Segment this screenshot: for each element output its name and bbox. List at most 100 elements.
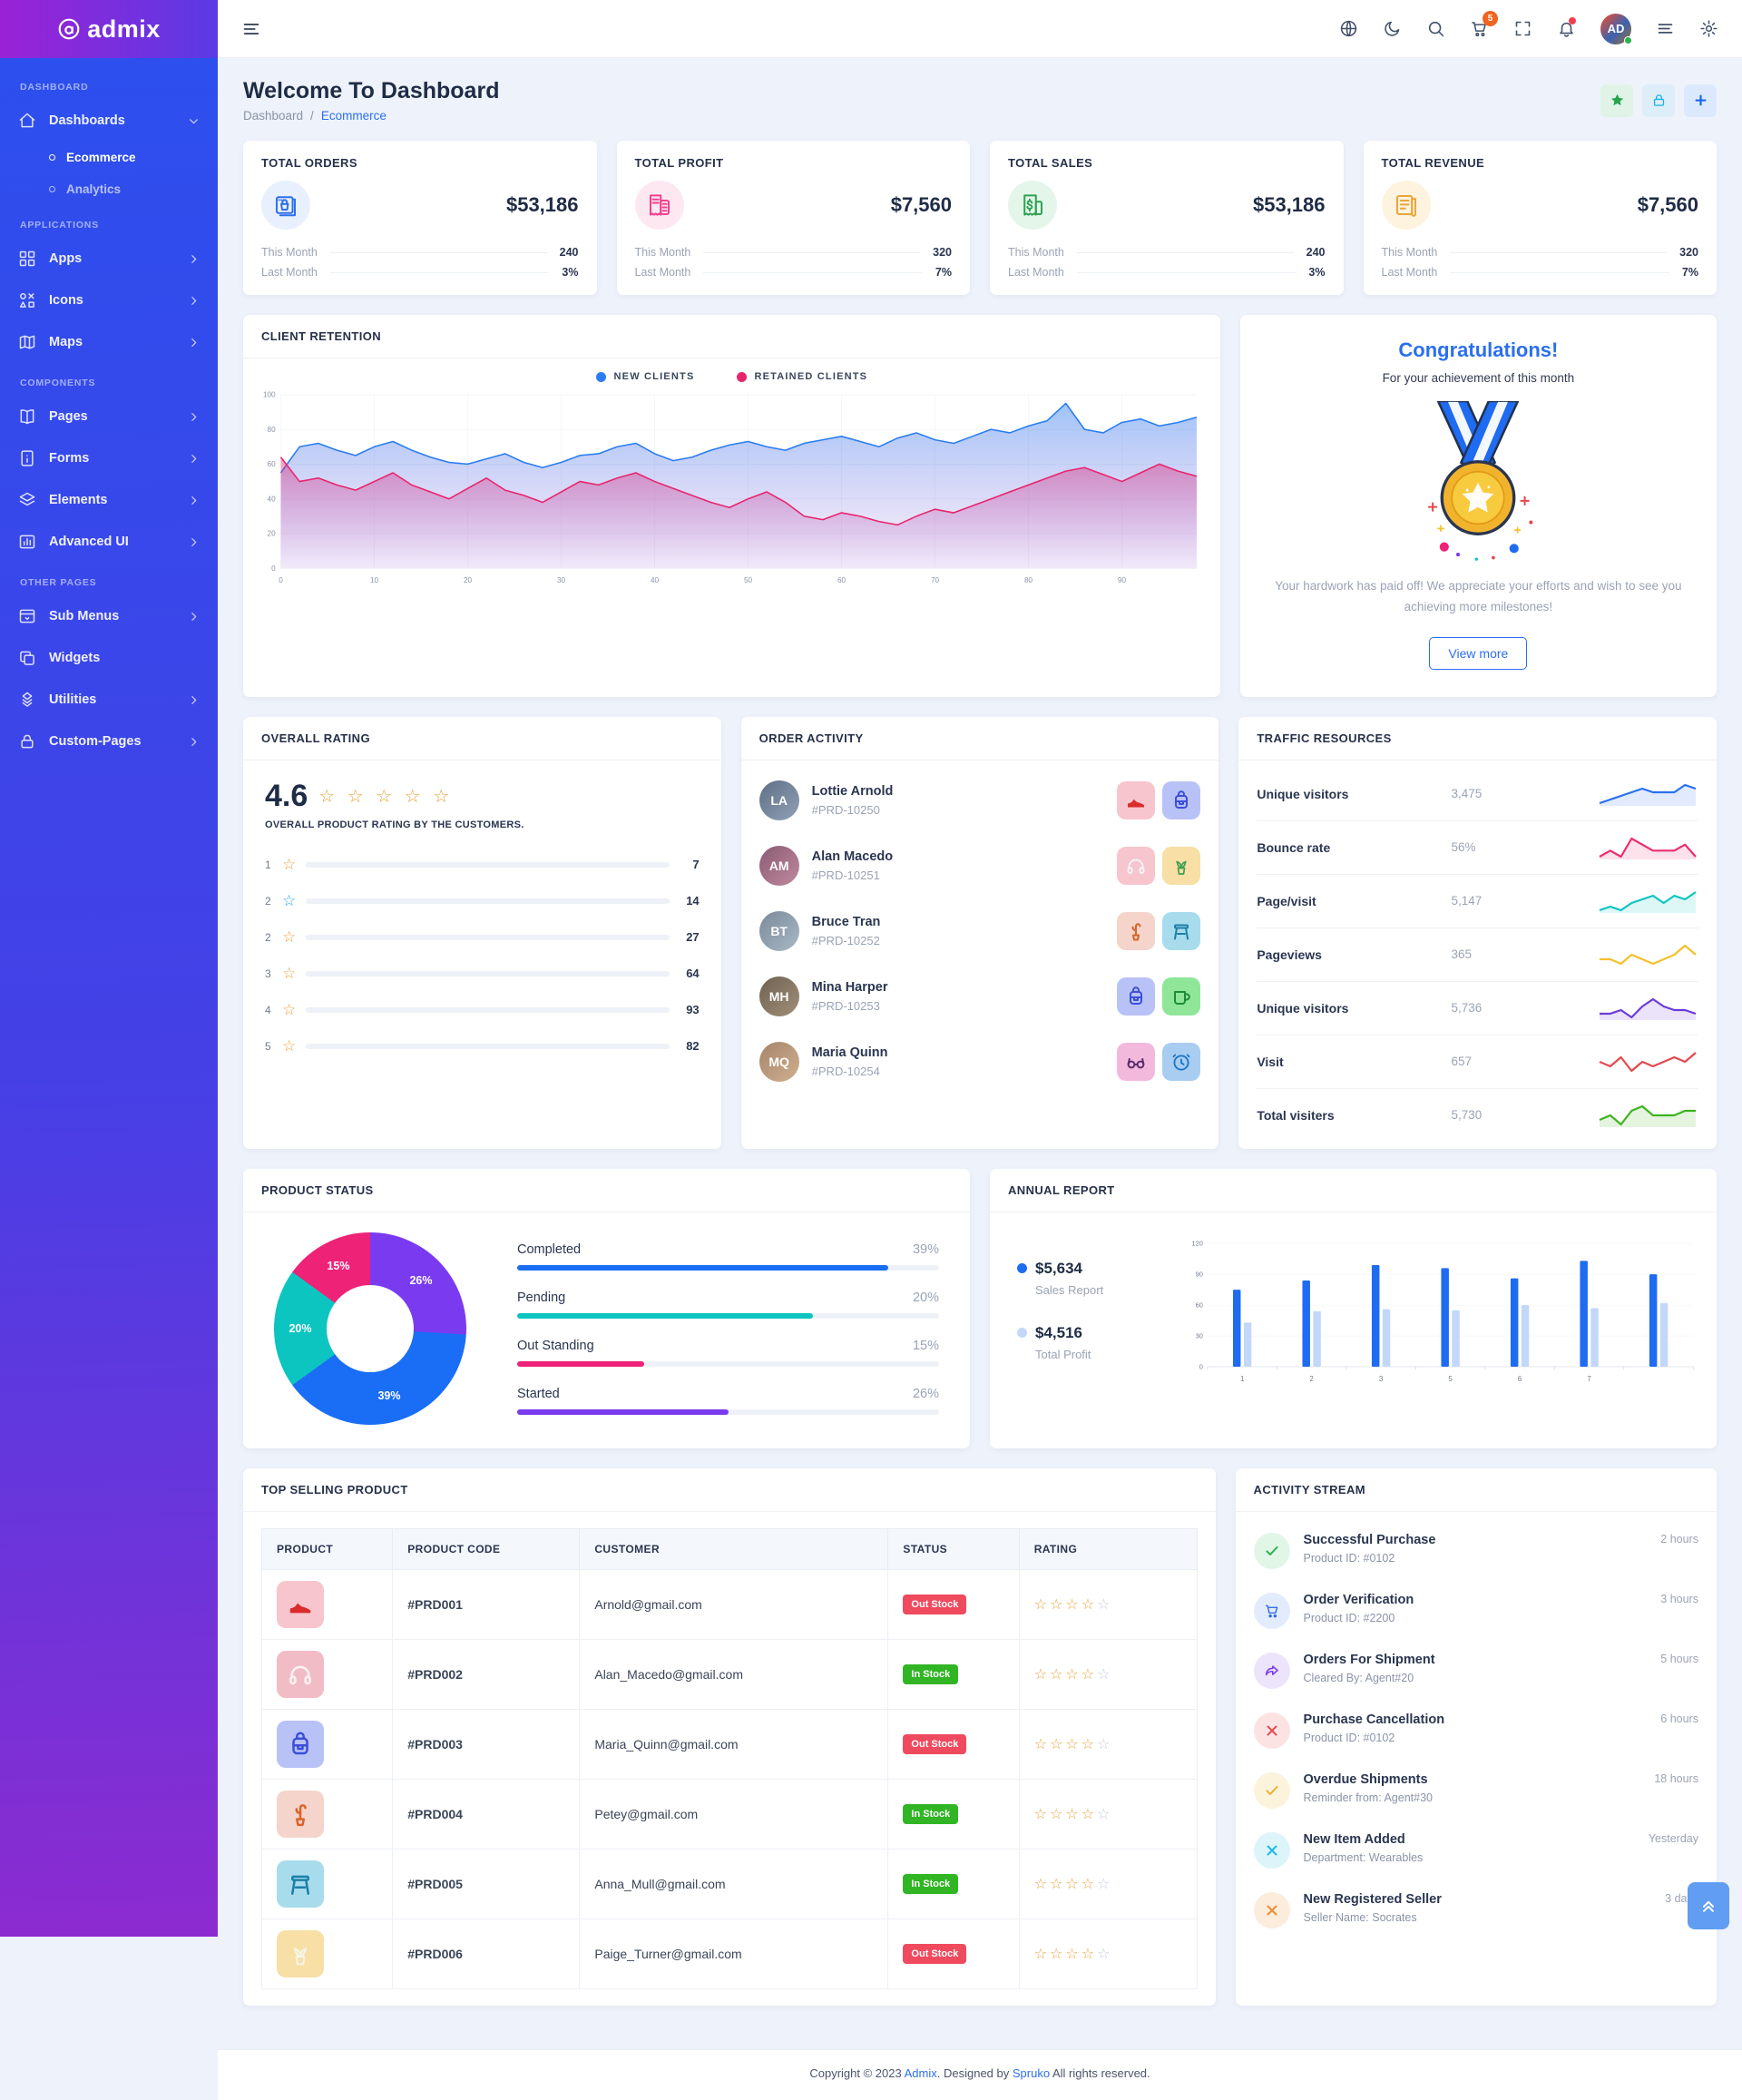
chevron-right-icon — [188, 611, 200, 623]
donut-slice-label: 15% — [327, 1260, 349, 1272]
rating-value: 7 — [680, 858, 700, 871]
search-icon[interactable] — [1426, 19, 1445, 38]
svg-text:70: 70 — [931, 576, 940, 584]
card-title: ORDER ACTIVITY — [759, 731, 1201, 745]
user-avatar[interactable]: AD — [1600, 14, 1631, 44]
sidebar-subitem-label: Ecommerce — [66, 151, 136, 164]
chevron-right-icon — [188, 411, 200, 423]
svg-text:30: 30 — [557, 576, 566, 584]
status-label: Out Standing — [517, 1339, 594, 1353]
avatar: BT — [759, 911, 799, 951]
svg-text:5: 5 — [1448, 1375, 1453, 1383]
rating-stars-icon: ☆☆☆☆☆ — [1034, 1807, 1113, 1822]
stool-product-thumb — [1162, 912, 1200, 950]
view-more-button[interactable]: View more — [1429, 637, 1527, 670]
stat-title: TOTAL SALES — [1008, 156, 1326, 170]
sidebar-item-custom-pages[interactable]: Custom-Pages — [0, 721, 218, 762]
activity-title: Successful Purchase — [1304, 1533, 1436, 1547]
rating-stars-icon: ☆☆☆☆☆ — [1034, 1597, 1113, 1613]
x-icon — [1254, 1832, 1290, 1869]
nav-section-label: APPLICATIONS — [0, 205, 218, 238]
sidebar-item-utilities[interactable]: Utilities — [0, 679, 218, 721]
product-code-cell: #PRD003 — [393, 1709, 580, 1779]
stat-sub-label: This Month — [261, 246, 318, 259]
sparkline-chart — [1597, 1101, 1698, 1130]
table-column-header: STATUS — [888, 1528, 1019, 1569]
activity-time: Yesterday — [1649, 1832, 1698, 1869]
footer-link-spruko[interactable]: Spruko — [1013, 2066, 1050, 2080]
traffic-row: Page/visit 5,147 — [1257, 875, 1698, 928]
traffic-label: Unique visitors — [1257, 787, 1451, 801]
fullscreen-icon[interactable] — [1513, 19, 1532, 38]
rating-value: 64 — [680, 967, 700, 980]
customer-cell: Anna_Mull@gmail.com — [580, 1849, 888, 1918]
globe-icon[interactable] — [1339, 19, 1358, 38]
lock-action-button[interactable] — [1642, 84, 1675, 117]
check-icon — [1254, 1772, 1290, 1809]
sidebar-item-widgets[interactable]: Widgets — [0, 637, 218, 679]
sidebar-item-maps[interactable]: Maps — [0, 321, 218, 363]
traffic-value: 3,475 — [1451, 787, 1566, 800]
footer-link-admix[interactable]: Admix — [905, 2066, 937, 2080]
sidebar-item-dashboards[interactable]: Dashboards — [0, 100, 218, 142]
traffic-label: Total visiters — [1257, 1108, 1451, 1123]
traffic-label: Bounce rate — [1257, 840, 1451, 855]
activity-detail: Product ID: #0102 — [1304, 1552, 1436, 1565]
sidebar-item-sub-menus[interactable]: Sub Menus — [0, 595, 218, 637]
star-action-button[interactable] — [1600, 84, 1633, 117]
cart-icon — [1254, 1593, 1290, 1629]
sidebar-item-advanced-ui[interactable]: Advanced UI — [0, 521, 218, 563]
chevron-down-icon — [188, 115, 200, 127]
sidebar-nav: DASHBOARD Dashboards Ecommerce Analytics… — [0, 58, 218, 799]
sidebar-subitem-analytics[interactable]: Analytics — [0, 173, 218, 205]
traffic-row: Pageviews 365 — [1257, 928, 1698, 982]
list-icon[interactable] — [1656, 19, 1675, 38]
chevron-right-icon — [188, 495, 200, 506]
activity-title: Overdue Shipments — [1304, 1772, 1433, 1787]
plus-action-button[interactable] — [1684, 84, 1717, 117]
status-label: Started — [517, 1387, 560, 1401]
rating-index: 2 — [265, 931, 272, 944]
card-title: PRODUCT STATUS — [261, 1183, 952, 1197]
footer-text: All rights reserved. — [1052, 2066, 1150, 2080]
legend-dot-icon — [1017, 1263, 1027, 1273]
status-legend-item: Out Standing 15% — [517, 1339, 939, 1367]
shoe-product-thumb — [1117, 781, 1155, 819]
status-percent: 15% — [913, 1339, 939, 1353]
cart-icon[interactable]: 5 — [1470, 19, 1489, 38]
stat-sub-row: This Month 240 — [1008, 242, 1326, 262]
breadcrumb-ecommerce[interactable]: Ecommerce — [321, 109, 387, 123]
page-title: Welcome To Dashboard — [243, 78, 499, 104]
sidebar-item-elements[interactable]: Elements — [0, 479, 218, 521]
window-icon — [18, 607, 36, 625]
page-actions — [1600, 84, 1717, 117]
customer-name: Alan Macedo — [812, 849, 893, 864]
product-code-cell: #PRD005 — [393, 1849, 580, 1918]
breadcrumb-dashboard[interactable]: Dashboard — [243, 109, 303, 123]
traffic-list: Unique visitors 3,475 Bounce rate 56% Pa… — [1238, 761, 1717, 1149]
hamburger-menu-icon[interactable] — [241, 19, 261, 39]
gear-icon[interactable] — [1699, 19, 1718, 38]
activity-item: Orders For Shipment Cleared By: Agent#20… — [1254, 1641, 1698, 1701]
scroll-to-top-button[interactable] — [1688, 1882, 1729, 1929]
sidebar-item-apps[interactable]: Apps — [0, 238, 218, 280]
traffic-row: Unique visitors 3,475 — [1257, 768, 1698, 821]
status-label: Pending — [517, 1290, 565, 1305]
sidebar-item-pages[interactable]: Pages — [0, 396, 218, 437]
sidebar-subitem-ecommerce[interactable]: Ecommerce — [0, 142, 218, 173]
traffic-row: Unique visitors 5,736 — [1257, 982, 1698, 1035]
bell-icon[interactable] — [1557, 19, 1576, 38]
stat-value: $7,560 — [1638, 193, 1698, 217]
moon-icon[interactable] — [1383, 19, 1402, 38]
star-icon: ☆ — [282, 856, 296, 874]
rating-row: 3 ☆ 64 — [265, 956, 700, 992]
traffic-value: 5,147 — [1451, 894, 1566, 908]
report-total: $5,634 — [1035, 1260, 1082, 1278]
sidebar-item-icons[interactable]: Icons — [0, 280, 218, 321]
sparkline-chart — [1597, 940, 1698, 969]
logo[interactable]: admix — [0, 0, 218, 58]
sidebar-item-forms[interactable]: Forms — [0, 437, 218, 479]
svg-text:90: 90 — [1118, 576, 1127, 584]
traffic-label: Unique visitors — [1257, 1001, 1451, 1016]
